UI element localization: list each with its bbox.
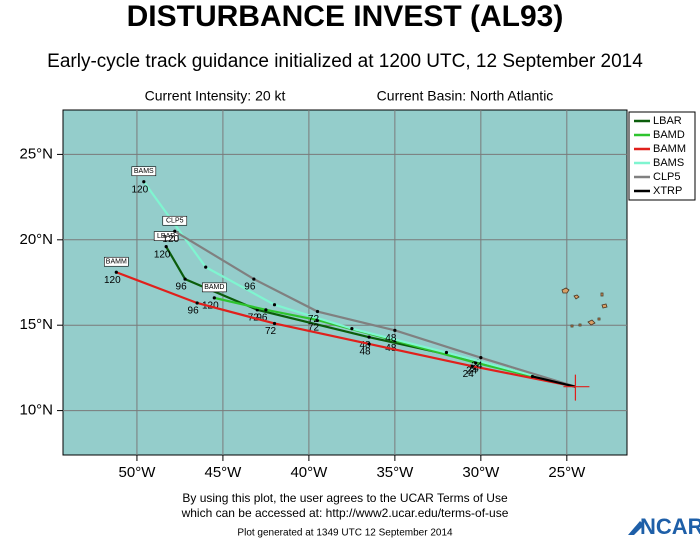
- current-basin: Current Basin: North Atlantic: [377, 88, 554, 104]
- track-name: BAMM: [106, 259, 127, 266]
- track-point: [479, 356, 483, 360]
- hour-label: 96: [176, 282, 188, 293]
- hour-label: 72: [265, 326, 277, 337]
- legend: LBAR BAMD BAMM BAMS CLP5 XTRP: [628, 111, 696, 201]
- y-tick-label: 10°N: [19, 402, 53, 419]
- track-point: [114, 270, 118, 274]
- track-point: [315, 309, 320, 314]
- map-ocean: [62, 109, 628, 456]
- legend-label: BAMM: [653, 143, 686, 155]
- y-tick-label: 20°N: [19, 231, 53, 248]
- disclaimer: which can be accessed at: http://www2.uc…: [181, 506, 509, 520]
- track-name: BAMD: [204, 284, 224, 291]
- hour-label: 96: [188, 306, 200, 317]
- generated-note: Plot generated at 1349 UTC 12 September …: [237, 528, 453, 539]
- legend-label: XTRP: [653, 185, 682, 197]
- tracks: 24487296120LBAR24487296120BAMD2448729612…: [104, 166, 590, 401]
- track-point: [470, 364, 474, 368]
- legend-label: CLP5: [653, 171, 681, 183]
- hour-label: 120: [154, 249, 171, 260]
- track-line: [142, 181, 576, 388]
- legend-label: LBAR: [653, 115, 682, 127]
- hour-label: 24: [468, 364, 480, 375]
- track-name-box: [153, 231, 179, 241]
- track-point: [173, 229, 177, 233]
- hour-label: 120: [162, 234, 179, 245]
- track-point: [272, 321, 277, 326]
- track-point: [212, 296, 216, 300]
- hour-label: 24: [471, 360, 483, 371]
- track-point: [195, 301, 199, 305]
- disclaimer: By using this plot, the user agrees to t…: [182, 491, 508, 505]
- hour-label: 24: [463, 369, 475, 380]
- y-tick-label: 25°N: [19, 145, 53, 162]
- chart-subtitle: Early-cycle track guidance initialized a…: [47, 51, 643, 72]
- track-point: [367, 342, 371, 346]
- x-tick-label: 30°W: [462, 464, 500, 481]
- track-point: [350, 327, 354, 331]
- track-point: [367, 335, 371, 339]
- track-name: CLP5: [166, 218, 184, 225]
- x-tick-label: 25°W: [548, 464, 586, 481]
- hour-label: 120: [104, 275, 121, 286]
- legend-label: BAMD: [653, 129, 685, 141]
- current-position: [563, 374, 590, 401]
- track-point: [264, 308, 268, 312]
- x-tick-label: 35°W: [376, 464, 414, 481]
- track-name-box: [104, 256, 129, 267]
- track-point: [474, 361, 478, 365]
- current-intensity: Current Intensity: 20 kt: [145, 88, 286, 104]
- hour-label: 48: [360, 347, 372, 358]
- track-name-box: [131, 166, 157, 177]
- land: [561, 287, 608, 328]
- track-point: [164, 245, 168, 249]
- x-tick-label: 45°W: [204, 464, 242, 481]
- legend-box: [628, 111, 696, 201]
- legend-label: BAMS: [653, 157, 684, 169]
- legend-entries: LBAR BAMD BAMM BAMS CLP5 XTRP: [634, 115, 686, 197]
- track-point: [183, 277, 187, 281]
- hour-label: 96: [244, 282, 256, 293]
- track-point: [272, 303, 277, 307]
- chart-title: DISTURBANCE INVEST (AL93): [127, 0, 564, 33]
- logo-text: NCAR: [640, 514, 700, 539]
- logo: NCAR: [628, 514, 700, 539]
- track-point: [142, 180, 146, 184]
- hour-label: 120: [131, 184, 148, 195]
- hour-label: 48: [385, 333, 397, 344]
- hour-label: 96: [256, 312, 268, 323]
- y-tick-label: 15°N: [19, 316, 53, 333]
- x-tick-label: 50°W: [119, 464, 157, 481]
- track-line: [532, 375, 576, 388]
- track-point: [530, 374, 535, 379]
- track-name: LBAR: [157, 233, 175, 240]
- track-point: [393, 328, 397, 332]
- track-point: [252, 277, 256, 281]
- hour-label: 24: [466, 365, 478, 376]
- track-point: [444, 350, 449, 355]
- track-point: [204, 265, 208, 269]
- track-name-box: [202, 282, 227, 293]
- track-name-box: [162, 215, 188, 226]
- track-line: [115, 271, 576, 388]
- track-line: [174, 230, 576, 388]
- hour-label: 72: [308, 323, 320, 334]
- hour-label: 48: [360, 340, 372, 351]
- x-tick-label: 40°W: [290, 464, 328, 481]
- grid: [63, 110, 627, 455]
- hour-label: 72: [308, 314, 320, 325]
- track-name: BAMS: [134, 168, 154, 175]
